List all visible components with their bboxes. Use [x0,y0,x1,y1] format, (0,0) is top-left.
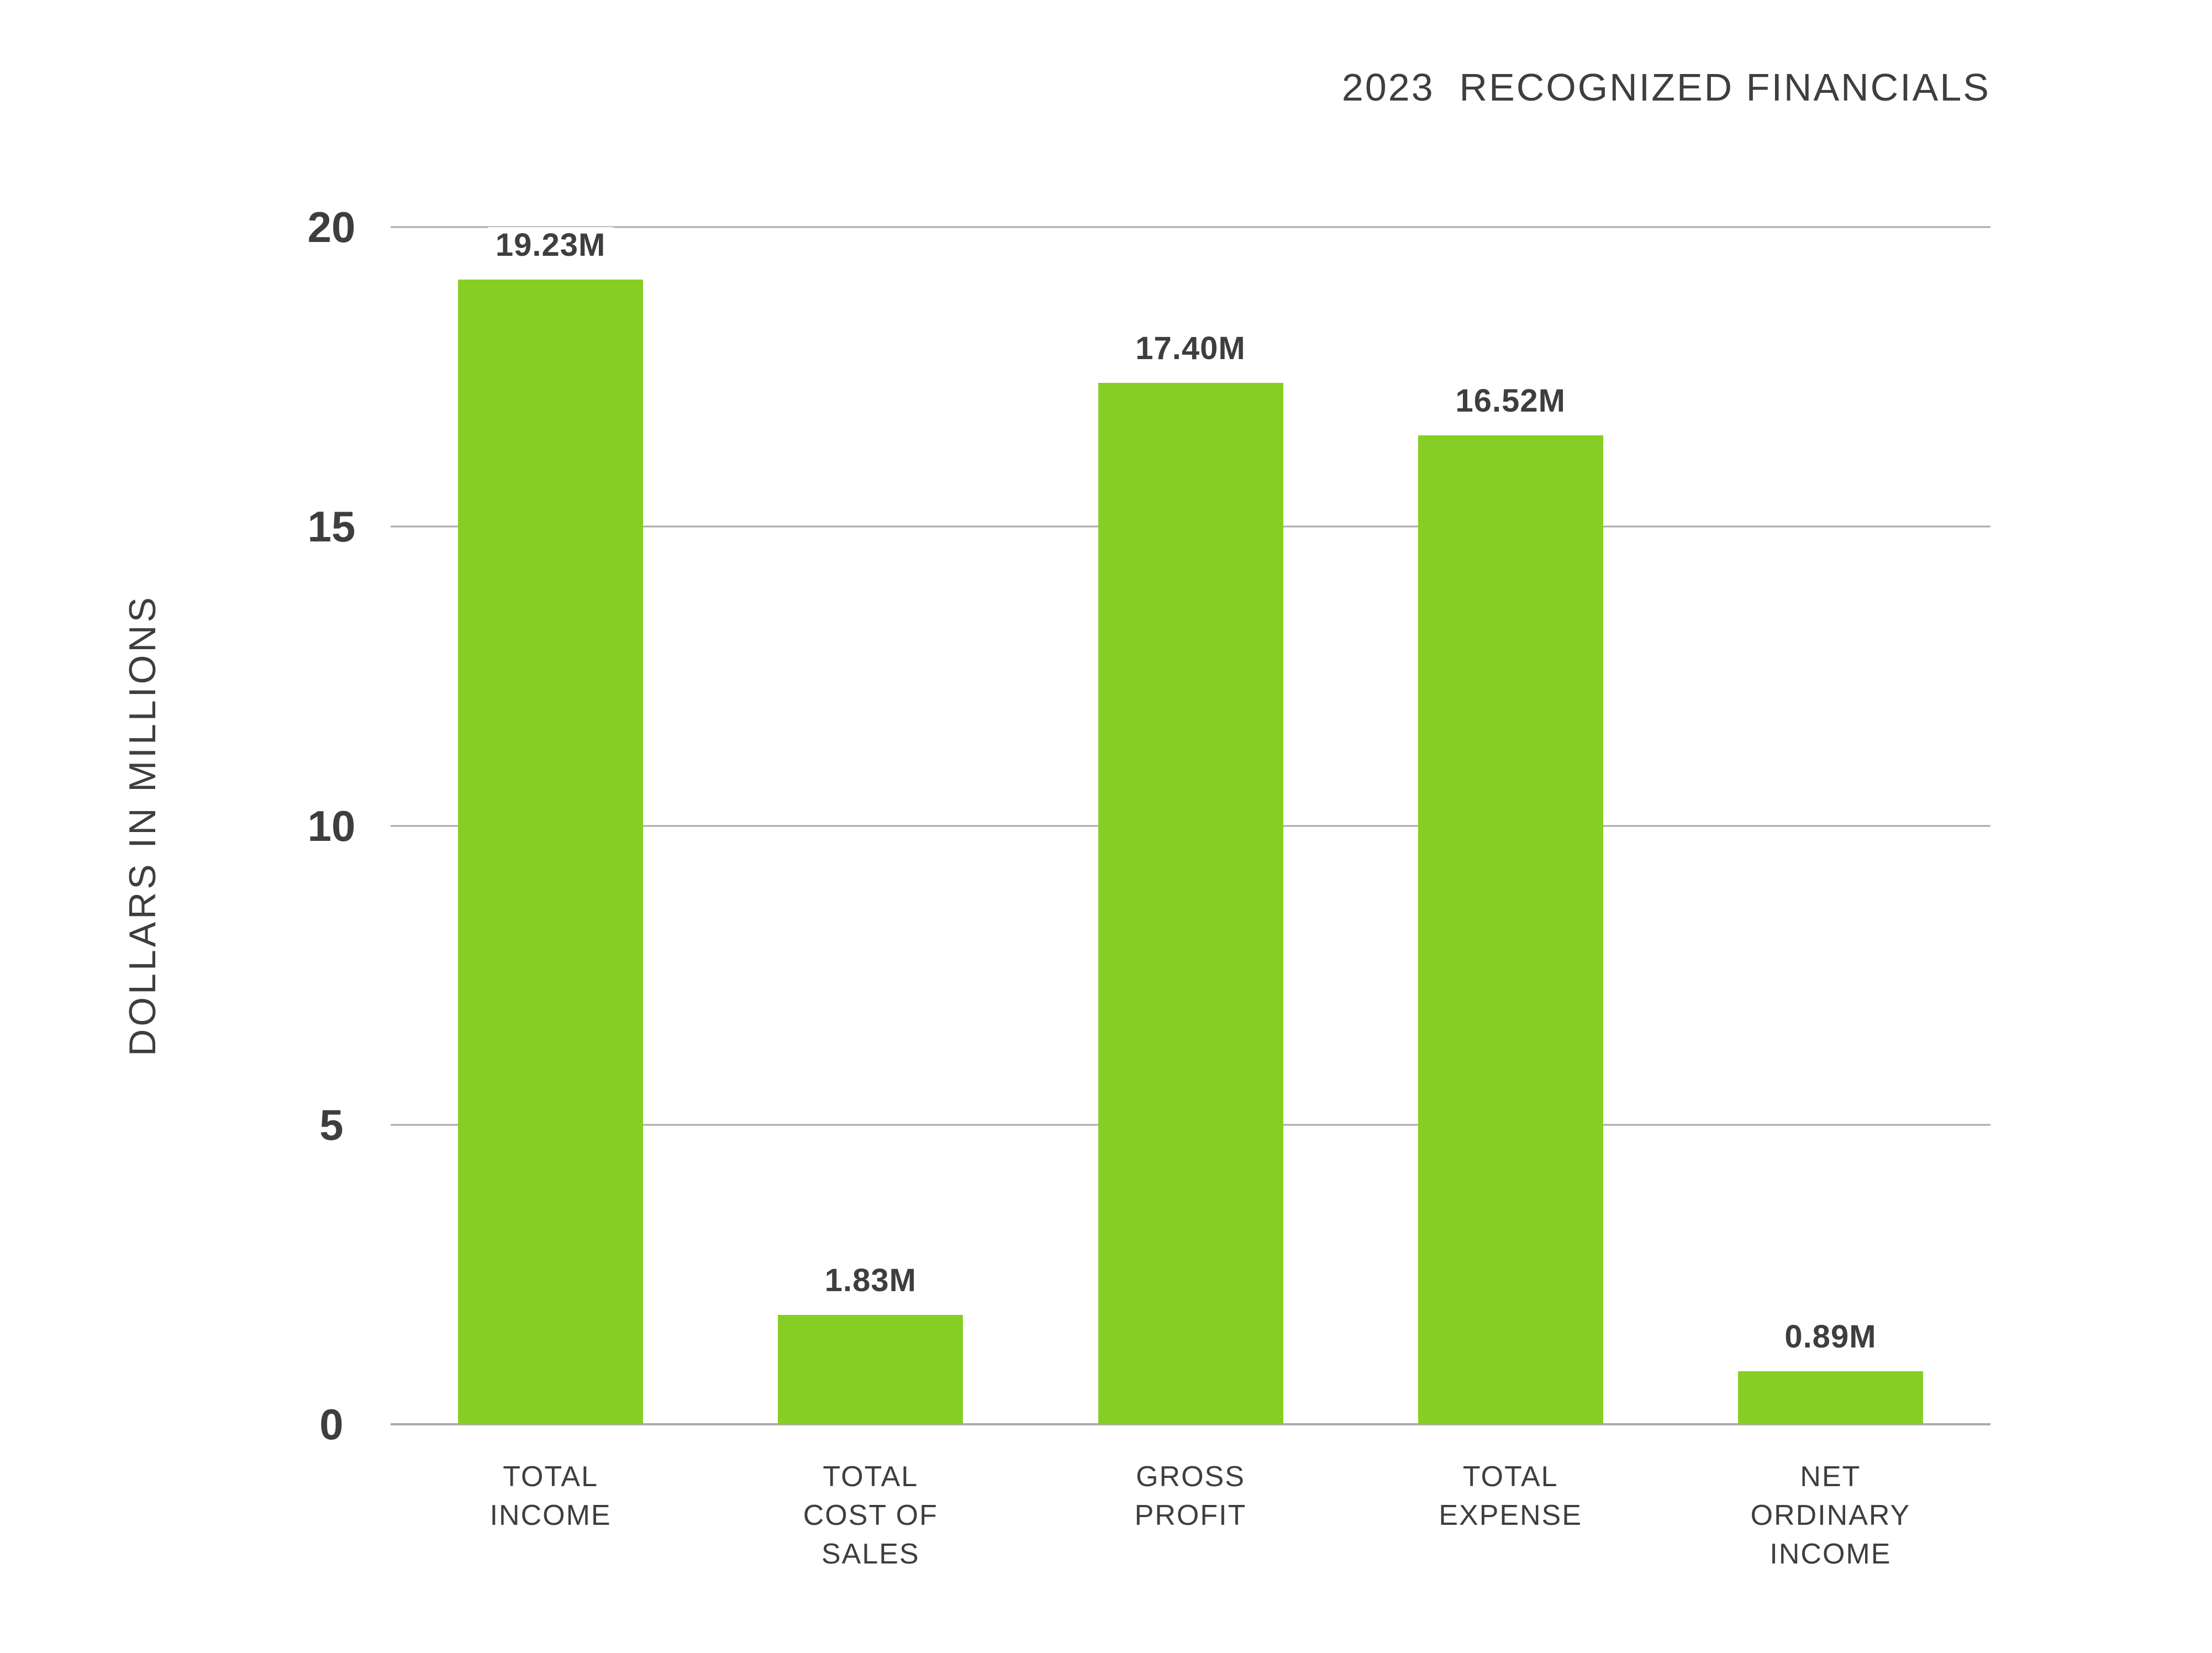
plot-area: 19.23M 1.83M 17.40M 16.52M 0.89M [391,226,1990,1425]
y-tick-label-10: 10 [307,801,356,850]
gridline-20 [391,226,1990,228]
bar-value-label: 19.23M [487,227,614,264]
y-tick-labels: 0 5 10 15 20 [265,206,398,1446]
chart-title: 2023 RECOGNIZED FINANCIALS [1341,66,1990,109]
y-tick-label-20: 20 [307,203,356,251]
category-label: TOTAL INCOME [489,1461,612,1532]
x-axis-line [391,1423,1990,1425]
y-tick-label-5: 5 [319,1101,344,1150]
category-label: TOTAL EXPENSE [1439,1461,1583,1532]
y-axis-title: DOLLARS IN MILLIONS [122,594,164,1056]
bar [1737,1371,1923,1424]
bar [778,1314,963,1424]
bar-value-label: 17.40M [1128,330,1254,367]
category-label: NET ORDINARY INCOME [1750,1461,1911,1571]
category-label: GROSS PROFIT [1134,1461,1247,1532]
bar-value-label: 16.52M [1447,383,1573,420]
bars: 19.23M 1.83M 17.40M 16.52M 0.89M [391,227,1990,1424]
bar-slot: 1.83M [710,227,1030,1424]
bar-slot: 16.52M [1351,227,1671,1424]
bar-slot: 19.23M [391,227,710,1424]
bar-value-label: 1.83M [817,1262,924,1299]
bar [1098,382,1283,1424]
bar-slot: 17.40M [1030,227,1350,1424]
bar-value-label: 0.89M [1777,1318,1884,1356]
category-label: TOTAL COST OF SALES [803,1461,938,1571]
bar [458,279,644,1424]
bar-slot: 0.89M [1671,227,1990,1424]
category-labels: TOTAL INCOME TOTAL COST OF SALES GROSS PRO… [391,1457,1990,1574]
bar [1418,435,1603,1424]
y-tick-label-15: 15 [307,502,356,551]
y-tick-label-0: 0 [319,1400,344,1449]
